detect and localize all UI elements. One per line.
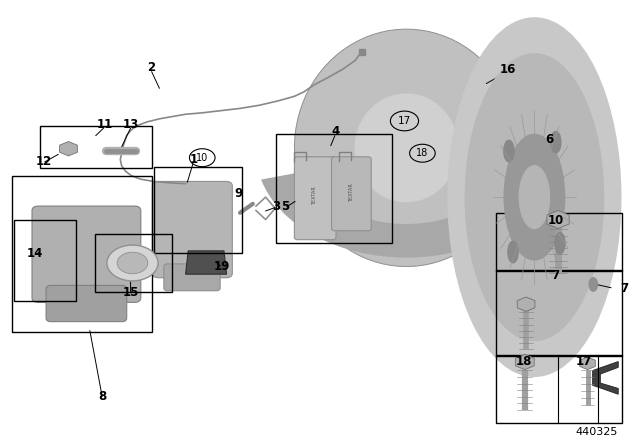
- Text: 7: 7: [620, 282, 628, 296]
- Bar: [496, 213, 622, 271]
- FancyBboxPatch shape: [294, 157, 336, 240]
- Ellipse shape: [504, 134, 564, 260]
- FancyBboxPatch shape: [46, 285, 127, 322]
- Ellipse shape: [107, 245, 158, 281]
- Text: 16: 16: [499, 63, 516, 76]
- Text: 2: 2: [147, 60, 155, 74]
- Text: 12: 12: [35, 155, 52, 168]
- Text: 9: 9: [234, 187, 242, 200]
- Text: 1: 1: [189, 153, 197, 167]
- Ellipse shape: [355, 94, 458, 202]
- Bar: [95, 234, 172, 292]
- Text: 11: 11: [97, 118, 113, 131]
- Bar: [496, 270, 622, 356]
- FancyBboxPatch shape: [32, 206, 141, 302]
- Text: 7: 7: [552, 269, 559, 282]
- Text: 17: 17: [575, 355, 592, 369]
- Bar: [14, 220, 76, 301]
- Text: 19: 19: [213, 259, 230, 273]
- Text: 13: 13: [123, 118, 140, 131]
- Text: 18: 18: [515, 355, 532, 369]
- FancyBboxPatch shape: [164, 264, 220, 291]
- Ellipse shape: [508, 241, 518, 263]
- Bar: [12, 176, 152, 332]
- Text: 14: 14: [27, 247, 44, 260]
- Text: 5: 5: [282, 199, 289, 213]
- Wedge shape: [261, 171, 552, 258]
- Text: 18: 18: [416, 148, 429, 158]
- Bar: [40, 126, 152, 168]
- Bar: [154, 167, 242, 253]
- Text: 17: 17: [398, 116, 411, 126]
- Bar: [276, 134, 392, 243]
- Text: 10: 10: [547, 214, 564, 227]
- Ellipse shape: [448, 18, 621, 376]
- Text: TEXTAR: TEXTAR: [349, 183, 355, 202]
- Polygon shape: [593, 362, 618, 394]
- Ellipse shape: [533, 108, 550, 287]
- FancyBboxPatch shape: [332, 157, 371, 231]
- Text: 440325: 440325: [575, 427, 618, 437]
- Text: TEXTAR: TEXTAR: [312, 186, 317, 205]
- Polygon shape: [186, 251, 227, 274]
- Ellipse shape: [519, 166, 550, 228]
- Polygon shape: [294, 29, 516, 267]
- Bar: [496, 355, 622, 423]
- FancyBboxPatch shape: [152, 181, 232, 278]
- Text: 6: 6: [545, 133, 553, 146]
- Text: 10: 10: [196, 153, 209, 163]
- Text: 3: 3: [273, 199, 280, 213]
- Text: 8: 8: [99, 389, 106, 403]
- Text: 4: 4: [332, 125, 339, 138]
- Ellipse shape: [504, 140, 514, 162]
- Text: 15: 15: [122, 285, 139, 299]
- Ellipse shape: [589, 278, 598, 291]
- Ellipse shape: [117, 252, 148, 274]
- Ellipse shape: [465, 54, 604, 340]
- Ellipse shape: [550, 131, 561, 153]
- Ellipse shape: [555, 233, 565, 254]
